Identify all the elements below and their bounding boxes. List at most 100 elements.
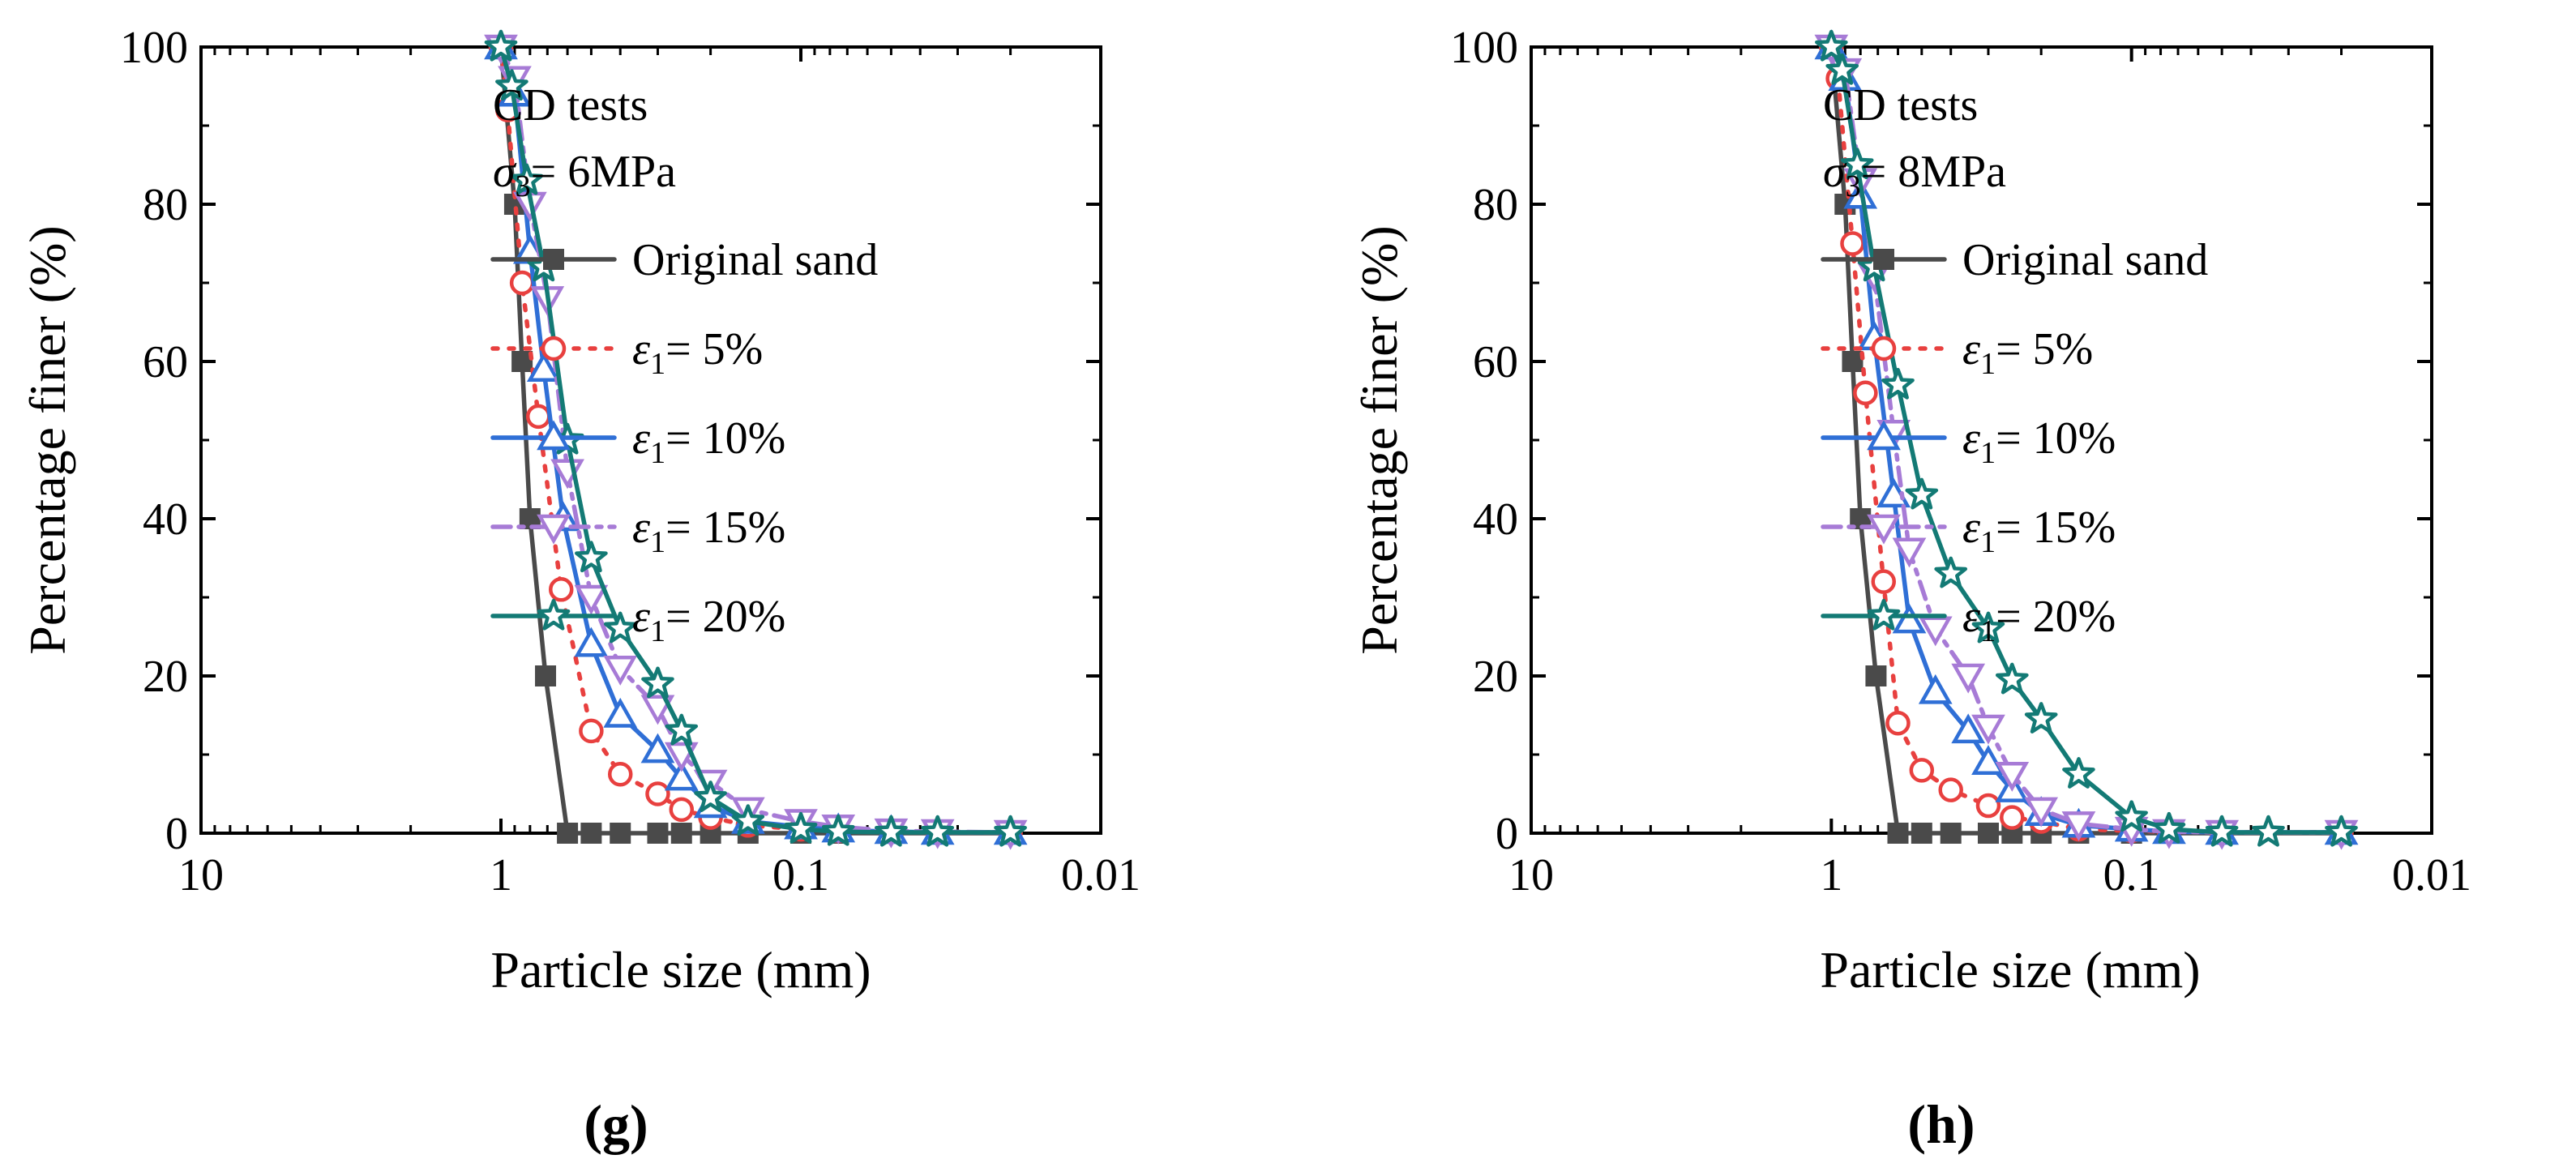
data-point bbox=[645, 781, 670, 806]
legend-label-text: Original sand bbox=[1962, 235, 2208, 285]
legend-label: ε1= 10% bbox=[632, 413, 785, 470]
data-point bbox=[1951, 663, 1986, 694]
legend-marker bbox=[1867, 514, 1901, 545]
x-tick-label: 10 bbox=[178, 850, 224, 900]
data-point bbox=[1892, 537, 1927, 568]
legend-label-symbol: ε bbox=[632, 592, 651, 642]
panel-label-letter: h bbox=[1926, 1093, 1957, 1155]
data-point bbox=[607, 762, 633, 787]
data-point bbox=[511, 351, 533, 372]
data-point bbox=[610, 823, 631, 844]
x-tick-label: 0.01 bbox=[1061, 850, 1140, 900]
y-tick-label: 60 bbox=[143, 337, 188, 387]
series-4 bbox=[484, 29, 1027, 847]
annotation-line1: CD tests bbox=[493, 80, 648, 130]
data-point bbox=[1977, 823, 1999, 844]
legend-label-subscript: 1 bbox=[1980, 436, 1996, 470]
data-point bbox=[1995, 662, 2029, 695]
data-point bbox=[574, 627, 609, 657]
legend-label-text: = 20% bbox=[1996, 592, 2116, 642]
data-point bbox=[1971, 611, 2005, 644]
legend-label-subscript: 1 bbox=[650, 525, 665, 559]
data-point bbox=[510, 163, 544, 195]
x-tick-label: 0.1 bbox=[2103, 850, 2160, 900]
data-point bbox=[1971, 714, 2005, 745]
data-point bbox=[557, 823, 579, 844]
data-point bbox=[1815, 29, 1848, 62]
panel-label: (g) bbox=[584, 1093, 648, 1155]
panel-label-letter: g bbox=[602, 1093, 630, 1155]
data-point bbox=[535, 665, 557, 686]
y-axis: 0 20 40 60 80 100 bbox=[120, 23, 1101, 859]
data-point bbox=[1938, 777, 1963, 802]
data-point bbox=[509, 270, 535, 296]
legend-label-subscript: 1 bbox=[650, 436, 665, 470]
legend-item-3: ε1= 15% bbox=[1821, 503, 2116, 559]
series-4 bbox=[1815, 29, 2358, 847]
legend-marker bbox=[1867, 598, 1901, 631]
legend-item-2: ε1= 10% bbox=[490, 413, 785, 470]
legend-label-subscript: 1 bbox=[650, 347, 665, 381]
legend-item-4: ε1= 20% bbox=[490, 592, 785, 648]
data-point bbox=[580, 823, 602, 844]
data-point bbox=[1840, 148, 1874, 180]
panel-label: (h) bbox=[1907, 1093, 1975, 1155]
data-point bbox=[526, 352, 561, 382]
annotation: CD tests σ3= 8MPa bbox=[1823, 80, 2006, 203]
panel-label-close: ) bbox=[1957, 1093, 1975, 1155]
legend-label: ε1= 10% bbox=[1962, 413, 2116, 470]
data-point bbox=[784, 811, 818, 844]
data-point bbox=[875, 815, 908, 847]
data-point bbox=[1885, 710, 1911, 736]
data-point bbox=[641, 666, 674, 699]
data-point bbox=[1971, 745, 2005, 775]
series-line bbox=[499, 45, 1013, 835]
data-point bbox=[2115, 800, 2148, 832]
y-tick-label: 80 bbox=[143, 180, 188, 230]
annotation-stress: σ3= 6MPa bbox=[493, 147, 676, 203]
y-axis: 0 20 40 60 80 100 bbox=[1450, 23, 2432, 859]
series-group bbox=[1814, 29, 2359, 850]
data-point bbox=[495, 69, 528, 101]
data-point bbox=[603, 611, 637, 644]
annotation-subscript: 3 bbox=[516, 169, 531, 203]
series-group bbox=[484, 29, 1028, 850]
legend-marker bbox=[541, 336, 567, 361]
legend-label-symbol: ε bbox=[632, 324, 651, 374]
legend-label-text: = 15% bbox=[665, 503, 785, 553]
annotation: CD tests σ3= 6MPa bbox=[493, 80, 676, 203]
data-point bbox=[1881, 367, 1915, 400]
legend-marker bbox=[537, 420, 571, 451]
legend-item-2: ε1= 10% bbox=[1821, 413, 2116, 470]
data-point bbox=[1951, 713, 1986, 744]
y-tick-label: 40 bbox=[1473, 494, 1518, 545]
series-line bbox=[499, 45, 1013, 836]
data-point bbox=[525, 404, 551, 430]
series-line bbox=[1829, 45, 2344, 835]
data-point bbox=[2152, 811, 2186, 844]
data-point bbox=[640, 695, 675, 725]
legend-label-subscript: 1 bbox=[1980, 347, 1996, 381]
data-point bbox=[575, 541, 608, 573]
legend-label: Original sand bbox=[1962, 235, 2208, 285]
panel-label-open: ( bbox=[584, 1093, 602, 1155]
legend-marker bbox=[1867, 420, 1901, 451]
legend-label: ε1= 15% bbox=[1962, 503, 2116, 559]
data-point bbox=[603, 697, 638, 728]
data-point bbox=[1825, 53, 1859, 85]
data-point bbox=[1905, 477, 1939, 510]
annotation-line1: CD tests bbox=[1823, 80, 1978, 130]
legend-label-symbol: ε bbox=[1962, 413, 1981, 464]
annotation-subscript: 3 bbox=[1846, 169, 1861, 203]
data-point bbox=[731, 804, 765, 836]
legend-item-0: Original sand bbox=[490, 235, 878, 285]
data-point bbox=[1918, 616, 1953, 647]
data-point bbox=[647, 823, 669, 844]
legend-label-text: = 15% bbox=[1996, 503, 2116, 553]
legend-label-text: Original sand bbox=[632, 235, 878, 285]
x-tick-label: 1 bbox=[1820, 850, 1842, 900]
y-tick-label: 100 bbox=[1450, 23, 1518, 73]
data-point bbox=[1995, 762, 2030, 792]
data-point bbox=[694, 781, 727, 812]
